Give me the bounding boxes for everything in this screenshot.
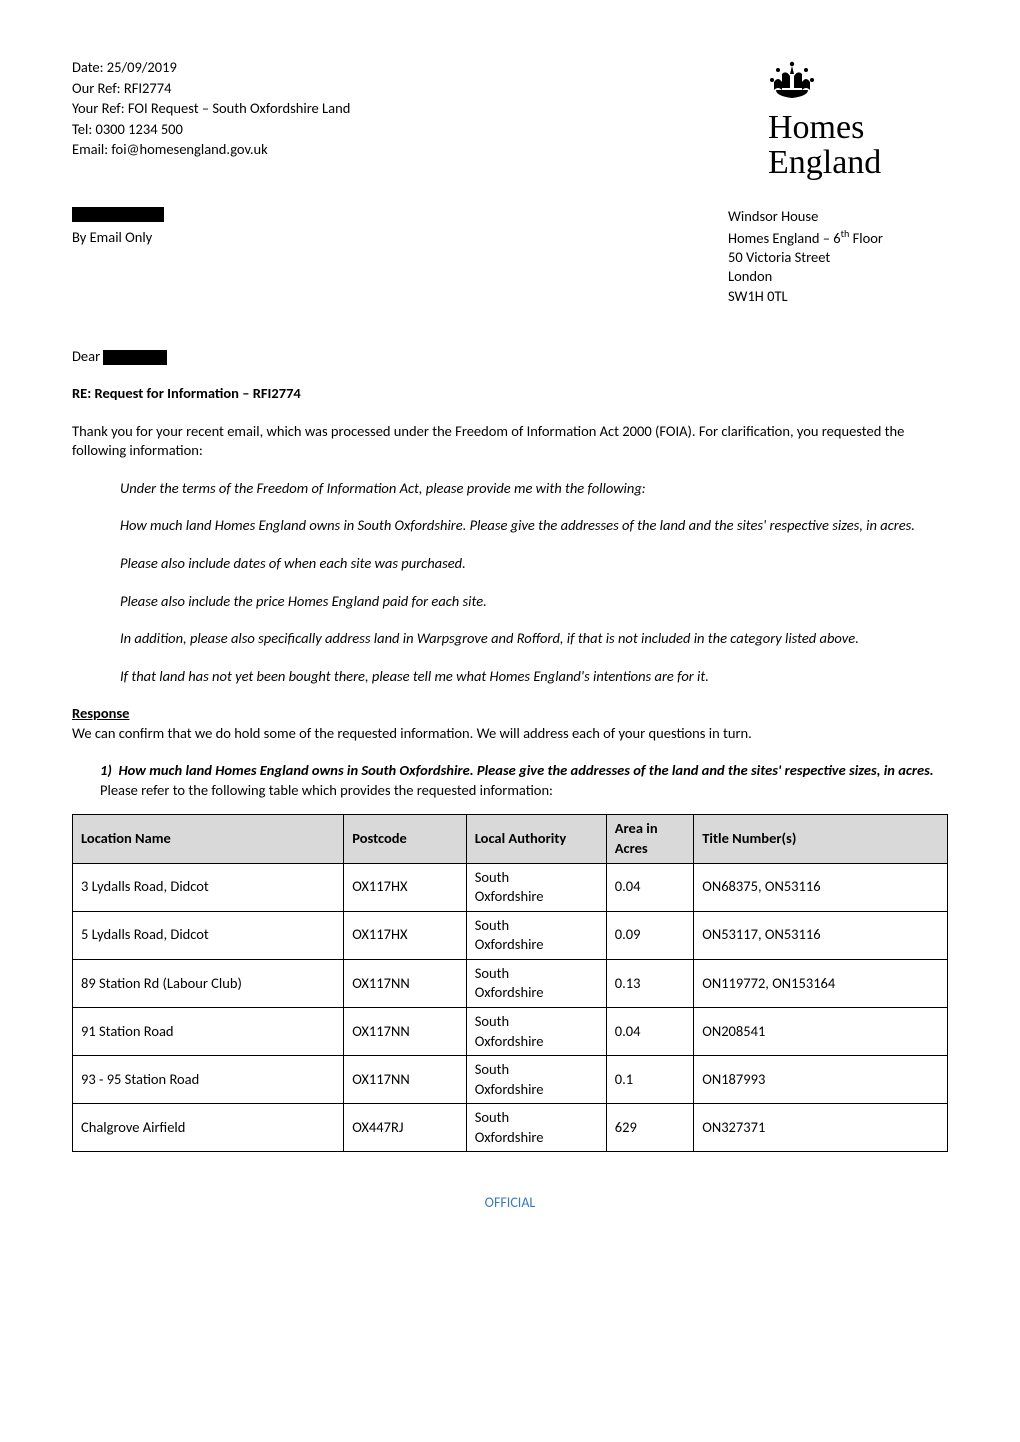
addr-5: SW1H 0TL [728,287,948,307]
cell-title-number: ON208541 [694,1007,948,1055]
quote-5: In addition, please also specifically ad… [120,629,938,649]
logo-text-2: England [768,145,948,181]
cell-local-authority: SouthOxfordshire [466,1056,606,1104]
by-email-only: By Email Only [72,228,164,248]
email-line: Email: foi@homesengland.gov.uk [72,140,768,160]
cell-postcode: OX117HX [344,863,467,911]
cell-area: 0.04 [606,1007,694,1055]
sender-address: Windsor House Homes England – 6th Floor … [728,207,948,307]
cell-area: 0.13 [606,959,694,1007]
item-text: How much land Homes England owns in Sout… [118,761,933,779]
col-title-number: Title Number(s) [694,815,948,863]
redacted-name [72,207,164,228]
cell-title-number: ON53117, ON53116 [694,911,948,959]
salutation: Dear [72,347,948,367]
logo: Homes England [768,58,948,181]
cell-location: 5 Lydalls Road, Didcot [73,911,344,959]
addr-4: London [728,267,948,287]
cell-local-authority: SouthOxfordshire [466,1007,606,1055]
mid-row: By Email Only Windsor House Homes Englan… [72,207,948,307]
response-para: We can confirm that we do hold some of t… [72,724,948,744]
date-line: Date: 25/09/2019 [72,58,768,78]
col-location: Location Name [73,815,344,863]
cell-location: 3 Lydalls Road, Didcot [73,863,344,911]
addr-3: 50 Victoria Street [728,248,948,268]
cell-postcode: OX117NN [344,1056,467,1104]
top-row: Date: 25/09/2019 Our Ref: RFI2774 Your R… [72,58,948,181]
cell-postcode: OX117NN [344,959,467,1007]
cell-postcode: OX447RJ [344,1104,467,1152]
response-heading: Response [72,704,948,724]
cell-title-number: ON119772, ON153164 [694,959,948,1007]
cell-location: 91 Station Road [73,1007,344,1055]
numbered-item-1: 1) How much land Homes England owns in S… [100,761,948,781]
cell-local-authority: SouthOxfordshire [466,1104,606,1152]
cell-area: 0.09 [606,911,694,959]
cell-area: 629 [606,1104,694,1152]
table-header-row: Location Name Postcode Local Authority A… [73,815,948,863]
cell-local-authority: SouthOxfordshire [466,863,606,911]
table-body: 3 Lydalls Road, DidcotOX117HXSouthOxford… [73,863,948,1152]
item-number: 1) [100,761,112,779]
quote-1: Under the terms of the Freedom of Inform… [120,479,938,499]
cell-title-number: ON187993 [694,1056,948,1104]
cell-postcode: OX117HX [344,911,467,959]
land-table: Location Name Postcode Local Authority A… [72,814,948,1152]
table-row: 3 Lydalls Road, DidcotOX117HXSouthOxford… [73,863,948,911]
subject-line: RE: Request for Information – RFI2774 [72,384,948,404]
redaction-bar [72,207,164,222]
cell-location: Chalgrove Airfield [73,1104,344,1152]
cell-location: 93 - 95 Station Road [73,1056,344,1104]
table-row: 89 Station Rd (Labour Club)OX117NNSouthO… [73,959,948,1007]
table-row: Chalgrove AirfieldOX447RJSouthOxfordshir… [73,1104,948,1152]
addr-1: Windsor House [728,207,948,227]
table-head: Location Name Postcode Local Authority A… [73,815,948,863]
tel-line: Tel: 0300 1234 500 [72,120,768,140]
quote-6: If that land has not yet been bought the… [120,667,938,687]
footer-label: OFFICIAL [72,1194,948,1213]
your-ref-line: Your Ref: FOI Request – South Oxfordshir… [72,99,768,119]
quote-3: Please also include dates of when each s… [120,554,938,574]
cell-area: 0.1 [606,1056,694,1104]
recipient-block: By Email Only [72,207,164,247]
addr-2: Homes England – 6th Floor [728,227,948,248]
quote-2: How much land Homes England owns in Sout… [120,516,938,536]
crown-icon [768,60,948,106]
cell-local-authority: SouthOxfordshire [466,959,606,1007]
table-row: 93 - 95 Station RoadOX117NNSouthOxfordsh… [73,1056,948,1104]
logo-text-1: Homes [768,110,948,146]
table-row: 91 Station RoadOX117NNSouthOxfordshire0.… [73,1007,948,1055]
dear-label: Dear [72,347,100,365]
table-row: 5 Lydalls Road, DidcotOX117HXSouthOxford… [73,911,948,959]
col-local-authority: Local Authority [466,815,606,863]
our-ref-line: Our Ref: RFI2774 [72,79,768,99]
cell-location: 89 Station Rd (Labour Club) [73,959,344,1007]
cell-title-number: ON68375, ON53116 [694,863,948,911]
col-area: Area in Acres [606,815,694,863]
intro-para: Thank you for your recent email, which w… [72,422,948,461]
col-postcode: Postcode [344,815,467,863]
quoted-request: Under the terms of the Freedom of Inform… [120,479,938,686]
cell-postcode: OX117NN [344,1007,467,1055]
quote-4: Please also include the price Homes Engl… [120,592,938,612]
redaction-bar-dear [103,350,167,365]
item-1-caption: Please refer to the following table whic… [100,781,948,801]
cell-title-number: ON327371 [694,1104,948,1152]
cell-area: 0.04 [606,863,694,911]
letterhead: Date: 25/09/2019 Our Ref: RFI2774 Your R… [72,58,768,161]
cell-local-authority: SouthOxfordshire [466,911,606,959]
